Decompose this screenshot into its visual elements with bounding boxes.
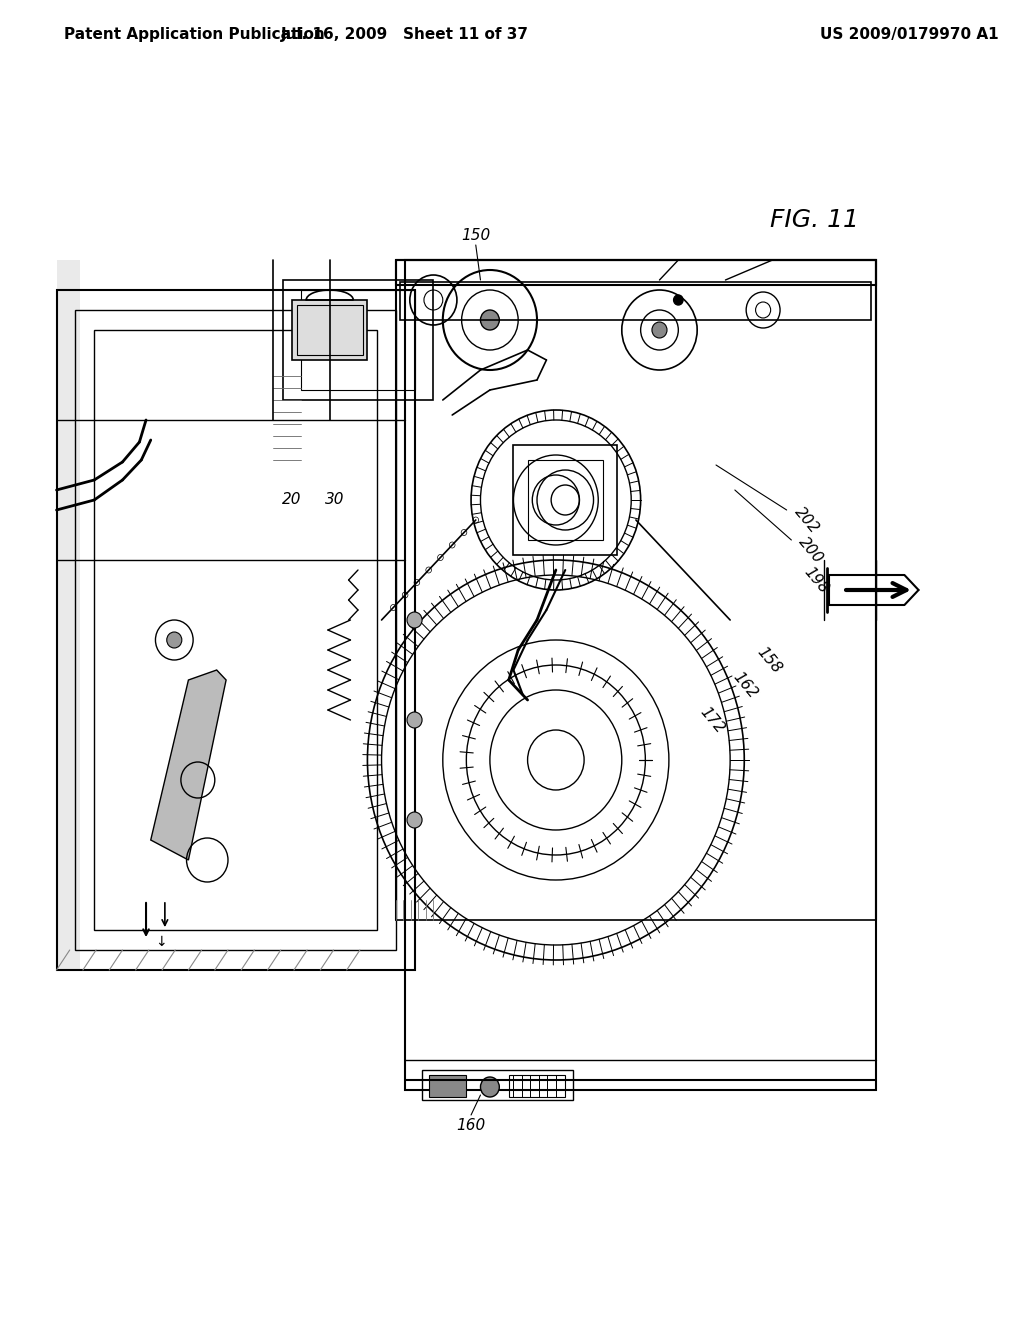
- Text: 172: 172: [697, 704, 727, 737]
- Text: Jul. 16, 2009   Sheet 11 of 37: Jul. 16, 2009 Sheet 11 of 37: [282, 28, 529, 42]
- Bar: [283, 280, 433, 400]
- Bar: [400, 282, 871, 319]
- Text: 198: 198: [801, 564, 831, 597]
- Polygon shape: [151, 671, 226, 861]
- Text: 160: 160: [457, 1118, 485, 1133]
- Bar: [527, 459, 603, 540]
- Circle shape: [167, 632, 182, 648]
- Text: ↓: ↓: [156, 935, 167, 949]
- Text: 158: 158: [754, 644, 784, 676]
- Circle shape: [652, 322, 667, 338]
- Bar: [297, 305, 362, 355]
- Bar: [406, 260, 877, 1090]
- Circle shape: [674, 294, 683, 305]
- Bar: [292, 300, 368, 360]
- Circle shape: [480, 1077, 500, 1097]
- Bar: [513, 445, 617, 554]
- Text: 20: 20: [283, 492, 302, 507]
- Bar: [509, 1074, 565, 1097]
- Bar: [301, 290, 415, 389]
- Circle shape: [480, 310, 500, 330]
- Circle shape: [407, 612, 422, 628]
- Bar: [56, 290, 415, 970]
- Circle shape: [407, 812, 422, 828]
- Circle shape: [407, 711, 422, 729]
- Bar: [56, 260, 80, 970]
- Text: 200: 200: [796, 535, 826, 566]
- Bar: [422, 1071, 572, 1100]
- Bar: [429, 1074, 466, 1097]
- Text: US 2009/0179970 A1: US 2009/0179970 A1: [819, 28, 998, 42]
- Bar: [76, 310, 395, 950]
- Bar: [395, 260, 877, 285]
- Text: FIG. 11: FIG. 11: [770, 209, 859, 232]
- Text: 202: 202: [792, 504, 821, 536]
- Text: 162: 162: [730, 669, 761, 701]
- Text: 30: 30: [325, 492, 344, 507]
- Text: 150: 150: [461, 227, 490, 243]
- Text: Patent Application Publication: Patent Application Publication: [65, 28, 325, 42]
- Bar: [94, 330, 377, 931]
